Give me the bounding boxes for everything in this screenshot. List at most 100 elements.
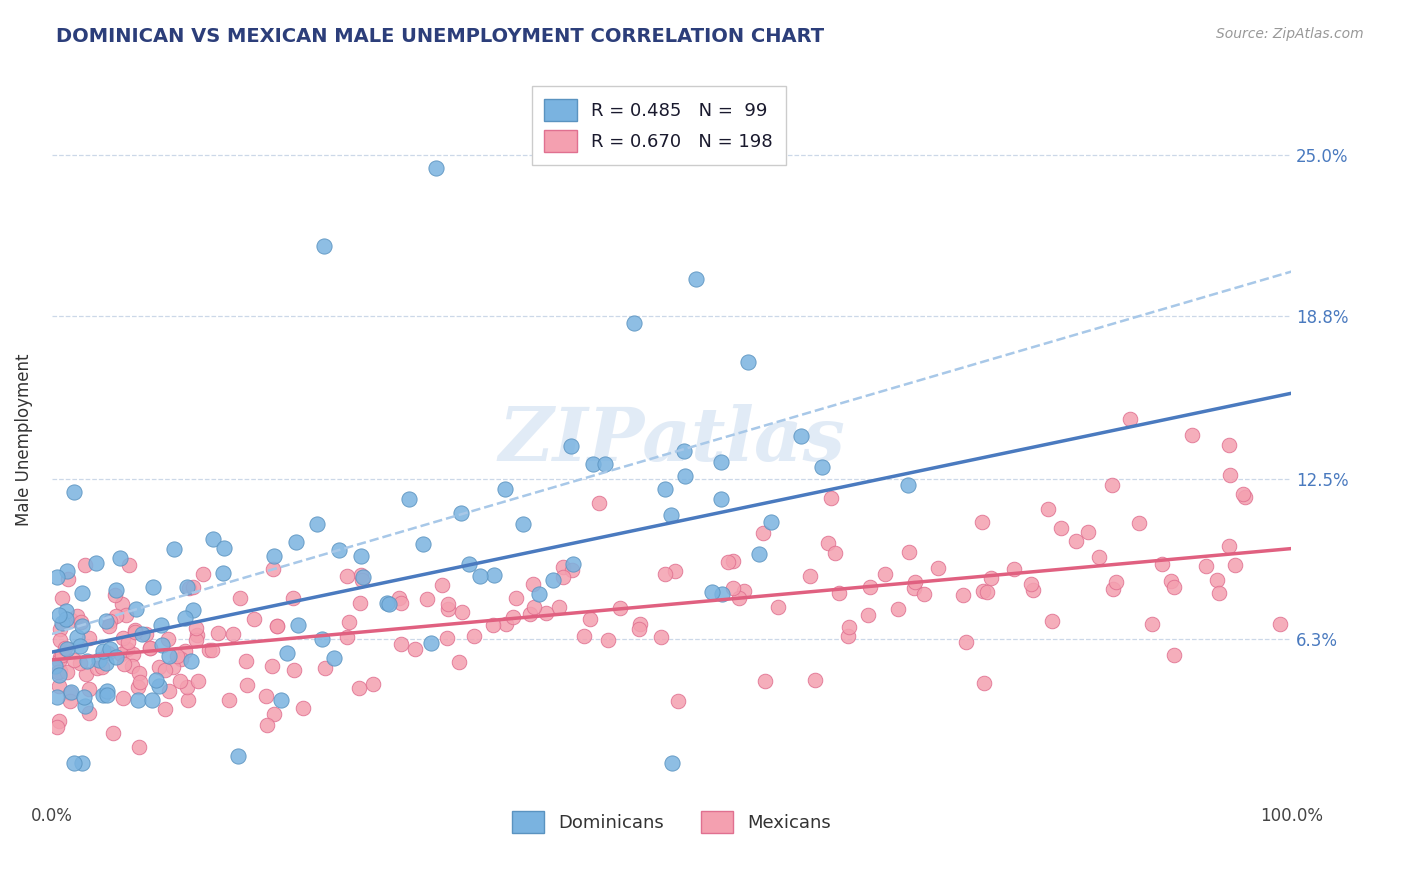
Point (561, 558, 583, 572)
Point (721, 554, 744, 568)
Point (229, 591, 252, 606)
Point (212, 566, 235, 580)
Point (148, 679, 170, 693)
Point (276, 646, 298, 660)
Point (1225, 558, 1247, 572)
Point (166, 648, 188, 663)
Point (141, 693, 163, 707)
Point (51, 591, 73, 605)
Point (748, 547, 770, 561)
Point (48, 679, 70, 693)
Point (70, 586, 93, 600)
Point (650, 630, 672, 644)
Point (66, 609, 89, 624)
Point (363, 677, 385, 691)
Point (236, 678, 259, 692)
Point (664, 564, 686, 578)
Point (1206, 573, 1229, 587)
Point (270, 692, 292, 706)
Point (60, 685, 83, 699)
Point (828, 586, 851, 600)
Point (181, 603, 204, 617)
Point (314, 238, 336, 252)
Point (737, 355, 759, 369)
Point (519, 607, 541, 621)
Point (661, 756, 683, 771)
Point (502, 610, 524, 624)
Point (63, 653, 86, 667)
Point (875, 567, 897, 582)
Point (55, 604, 77, 618)
Point (887, 602, 910, 616)
Point (685, 272, 707, 286)
Point (291, 700, 314, 714)
Point (375, 596, 398, 610)
Point (105, 650, 128, 665)
Point (73, 690, 96, 705)
Point (125, 601, 148, 615)
Point (1040, 614, 1063, 628)
Point (73, 558, 96, 572)
Point (59, 613, 82, 627)
Point (44, 659, 66, 673)
Point (76, 654, 98, 668)
Point (1077, 525, 1099, 540)
Point (59, 686, 82, 700)
Point (470, 569, 492, 583)
Point (1140, 616, 1163, 631)
Point (145, 673, 167, 687)
Point (804, 673, 827, 687)
Point (458, 558, 481, 572)
Point (91, 659, 114, 673)
Point (927, 560, 949, 574)
Point (339, 615, 361, 629)
Point (174, 644, 197, 658)
Point (623, 317, 645, 331)
Point (69, 657, 91, 671)
Point (449, 655, 471, 669)
Point (103, 588, 125, 602)
Point (62, 484, 84, 499)
Point (117, 642, 139, 657)
Point (654, 566, 676, 581)
Point (1268, 616, 1291, 631)
Point (70, 619, 93, 633)
Point (184, 621, 207, 635)
Point (176, 681, 198, 695)
Point (1119, 412, 1142, 426)
Point (287, 617, 309, 632)
Point (495, 617, 517, 632)
Point (436, 597, 458, 611)
Point (281, 591, 304, 606)
Point (754, 673, 776, 688)
Point (547, 599, 569, 614)
Point (157, 632, 180, 647)
Point (451, 605, 474, 619)
Point (378, 597, 401, 611)
Point (176, 580, 198, 594)
Point (1019, 577, 1042, 591)
Point (149, 618, 172, 632)
Point (523, 600, 546, 615)
Point (766, 599, 789, 614)
Point (118, 558, 141, 572)
Point (553, 570, 575, 584)
Point (53, 641, 76, 656)
Point (898, 545, 921, 559)
Point (86, 660, 108, 674)
Point (148, 660, 170, 674)
Point (263, 549, 285, 563)
Point (412, 537, 434, 551)
Point (463, 629, 485, 643)
Point (955, 635, 977, 649)
Point (202, 532, 225, 546)
Point (596, 632, 619, 647)
Point (1160, 574, 1182, 588)
Point (187, 673, 209, 688)
Point (176, 693, 198, 707)
Point (77, 706, 100, 720)
Point (522, 576, 544, 591)
Point (105, 583, 128, 598)
Point (578, 612, 600, 626)
Point (73, 699, 96, 714)
